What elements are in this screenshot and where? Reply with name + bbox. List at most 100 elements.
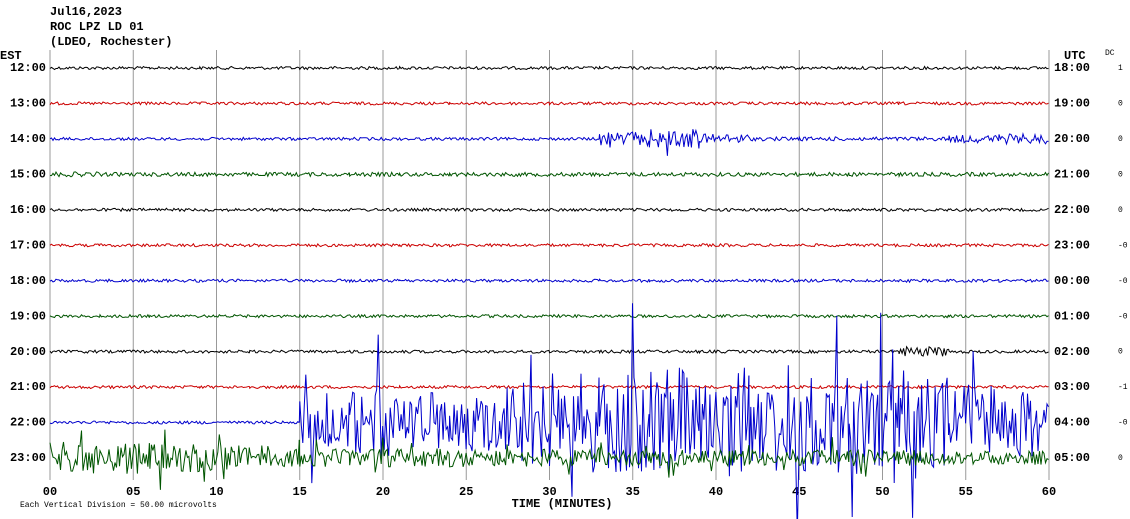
trace-segment xyxy=(898,136,949,142)
trace-segment xyxy=(99,65,150,71)
trace-segment xyxy=(149,349,200,354)
trace-segment xyxy=(848,136,900,142)
trace-segment xyxy=(598,131,650,148)
trace-segment xyxy=(748,278,800,283)
trace-segment xyxy=(898,450,950,466)
trace-segment xyxy=(698,313,749,319)
trace-segment xyxy=(998,243,1049,248)
dc-value: -0 xyxy=(1118,312,1128,321)
trace-segment xyxy=(348,101,400,106)
trace-segment xyxy=(998,313,1049,319)
trace-segment xyxy=(248,101,300,106)
trace-segment xyxy=(348,385,400,389)
trace-segment xyxy=(348,171,400,178)
trace-segment xyxy=(49,385,100,390)
trace-segment xyxy=(248,314,300,319)
trace-segment xyxy=(198,207,250,213)
trace-segment xyxy=(898,345,949,357)
trace-segment xyxy=(698,278,750,283)
trace-segment xyxy=(448,384,500,390)
trace-segment xyxy=(698,445,750,472)
trace-segment xyxy=(298,439,350,467)
est-label: 12:00 xyxy=(10,61,46,75)
trace-segment xyxy=(448,65,500,71)
dc-value: -0 xyxy=(1118,419,1128,428)
trace-segment xyxy=(998,171,1049,178)
utc-label: 23:00 xyxy=(1054,238,1090,252)
trace-segment xyxy=(49,243,100,248)
utc-label: 05:00 xyxy=(1054,451,1090,465)
trace-segment xyxy=(948,101,999,106)
trace-segment xyxy=(148,65,200,71)
trace-segment xyxy=(498,278,550,283)
trace-segment xyxy=(498,65,550,71)
trace-segment xyxy=(448,278,500,283)
trace-segment xyxy=(698,65,750,71)
trace-segment xyxy=(748,349,800,354)
trace-segment xyxy=(498,354,550,464)
trace-segment xyxy=(998,391,1049,457)
trace-segment xyxy=(548,447,600,475)
trace-segment xyxy=(198,101,250,106)
trace-segment xyxy=(49,66,100,71)
title-line: Jul16,2023 xyxy=(50,5,122,19)
trace-segment xyxy=(248,243,300,248)
trace-segment xyxy=(548,171,600,178)
x-tick-label: 40 xyxy=(709,485,723,499)
trace-segment xyxy=(198,385,250,390)
title-line: ROC LPZ LD 01 xyxy=(50,20,144,34)
trace-segment xyxy=(499,171,550,178)
trace-segment xyxy=(998,385,1049,390)
trace-segment xyxy=(898,208,950,212)
trace-segment xyxy=(49,314,100,319)
utc-label: 19:00 xyxy=(1054,97,1090,111)
trace-segment xyxy=(248,171,300,178)
trace-segment xyxy=(748,65,800,71)
dc-value: 0 xyxy=(1118,454,1123,463)
trace-segment xyxy=(249,278,300,283)
trace-segment xyxy=(399,349,450,354)
trace-segment xyxy=(49,171,100,178)
trace-segment xyxy=(598,171,650,178)
trace-segment xyxy=(748,243,800,248)
trace-segment xyxy=(198,278,250,283)
trace-segment xyxy=(848,101,900,106)
trace-segment xyxy=(49,430,100,474)
trace-segment xyxy=(798,135,850,142)
trace-segment xyxy=(248,65,300,71)
est-label: 16:00 xyxy=(10,203,46,217)
trace-segment xyxy=(848,384,899,390)
trace-segment xyxy=(698,349,750,355)
trace-segment xyxy=(348,242,400,248)
trace-segment xyxy=(598,384,650,390)
trace-segment xyxy=(348,437,400,473)
trace-segment xyxy=(798,207,850,212)
trace-segment xyxy=(548,65,600,71)
grid xyxy=(49,50,1050,480)
trace-segment xyxy=(648,349,700,354)
trace-segment xyxy=(498,243,550,248)
trace-segment xyxy=(198,243,250,248)
trace-segment xyxy=(448,171,500,178)
trace-segment xyxy=(398,313,450,319)
trace-segment xyxy=(198,420,250,425)
trace-segment xyxy=(698,384,750,390)
trace-segment xyxy=(298,243,350,248)
trace-segment xyxy=(99,349,150,354)
trace-segment xyxy=(398,243,450,248)
trace-segment xyxy=(99,136,150,142)
est-label: 13:00 xyxy=(10,97,46,111)
utc-label: 01:00 xyxy=(1054,309,1090,323)
trace-segment xyxy=(548,278,600,283)
trace-segment xyxy=(898,171,950,179)
trace-segment xyxy=(998,449,1049,466)
trace-segment xyxy=(748,135,800,142)
trace-segment xyxy=(848,448,900,477)
trace-segment xyxy=(548,313,600,319)
trace-segment xyxy=(199,349,250,354)
trace-segment xyxy=(598,303,650,473)
trace-segment xyxy=(598,243,650,248)
trace-segment xyxy=(299,349,350,354)
trace-segment xyxy=(49,136,100,142)
trace-segment xyxy=(598,442,650,468)
